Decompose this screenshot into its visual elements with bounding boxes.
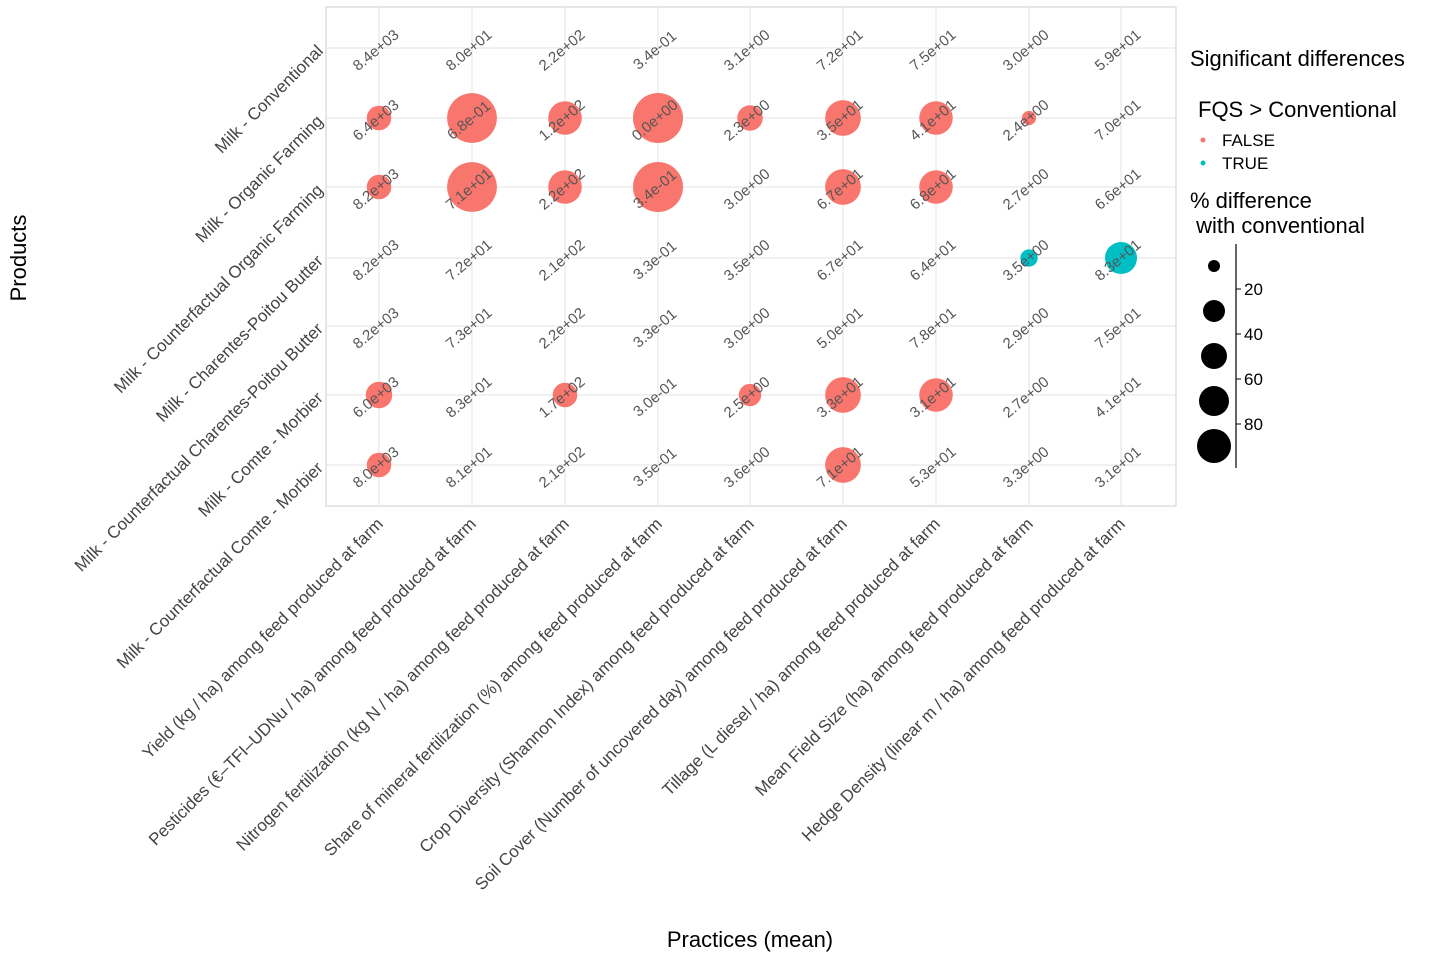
legend-size-label: 40 (1244, 325, 1263, 344)
y-tick-label: Milk - Comte - Morbier (195, 388, 328, 521)
bubble-point (919, 101, 953, 135)
legend-color-entries: FALSE TRUE (1200, 131, 1275, 173)
legend-size-entries: 20 40 60 80 (1197, 244, 1263, 468)
bubble-point (447, 162, 497, 212)
x-tick-label: Pesticides (€–TFI–UDNu / ha) among feed … (145, 514, 480, 849)
bubble-point (919, 378, 953, 412)
x-tick-labels: Yield (kg / ha) among feed produced at f… (139, 514, 1129, 894)
legend-size-label: 60 (1244, 370, 1263, 389)
bubble-point (825, 447, 861, 483)
x-tick-label: Crop Diversity (Shannon Index) among fee… (416, 514, 758, 856)
y-axis-title: Products (6, 215, 31, 302)
legend: Significant differences FQS > Convention… (1190, 46, 1405, 468)
bubble-point (366, 452, 392, 478)
legend-color-label: FALSE (1222, 131, 1275, 150)
legend-size-label: 20 (1244, 280, 1263, 299)
bubble-point (366, 105, 392, 131)
legend-color-label: TRUE (1222, 154, 1268, 173)
x-tick-label: Nitrogen fertilization (kg N / ha) among… (233, 514, 573, 854)
bubble-point (919, 170, 953, 204)
bubble-point (825, 100, 861, 136)
bubble-point (548, 170, 582, 204)
legend-size-key (1197, 429, 1231, 463)
bubble-points (365, 93, 1138, 483)
bubble-point (366, 174, 392, 200)
bubble-point (633, 93, 683, 143)
grid-lines (326, 7, 1176, 506)
bubble-point (548, 101, 582, 135)
bubble-point (825, 377, 861, 413)
y-tick-label: Milk - Organic Farming (192, 111, 327, 246)
x-tick-label: Share of mineral fertilization (%) among… (320, 514, 666, 860)
legend-size-label: 80 (1244, 415, 1263, 434)
bubble-point (365, 381, 393, 409)
legend-size-key (1199, 386, 1229, 416)
y-tick-label: Milk - Counterfactual Charentes-Poitou B… (71, 319, 327, 575)
legend-size-title-line2: with conventional (1190, 213, 1365, 238)
legend-size-title-line1: % difference (1190, 188, 1312, 213)
bubble-point (738, 383, 762, 407)
bubble-point (447, 93, 497, 143)
legend-color-key (1200, 160, 1206, 166)
legend-size-key (1201, 343, 1227, 369)
bubble-point (1104, 241, 1138, 275)
bubble-point (633, 162, 683, 212)
legend-color-key (1200, 137, 1206, 143)
bubble-point (1021, 110, 1037, 126)
bubble-point (552, 382, 578, 408)
legend-size-key (1203, 300, 1225, 322)
legend-size-key (1208, 260, 1220, 272)
x-tick-label: Hedge Density (linear m / ha) among feed… (798, 514, 1129, 845)
legend-color-title: FQS > Conventional (1198, 97, 1397, 122)
bubble-point (1020, 249, 1038, 267)
bubble-point (737, 105, 763, 131)
legend-title: Significant differences (1190, 46, 1405, 71)
x-axis-title: Practices (mean) (667, 927, 833, 952)
bubble-point (825, 169, 861, 205)
